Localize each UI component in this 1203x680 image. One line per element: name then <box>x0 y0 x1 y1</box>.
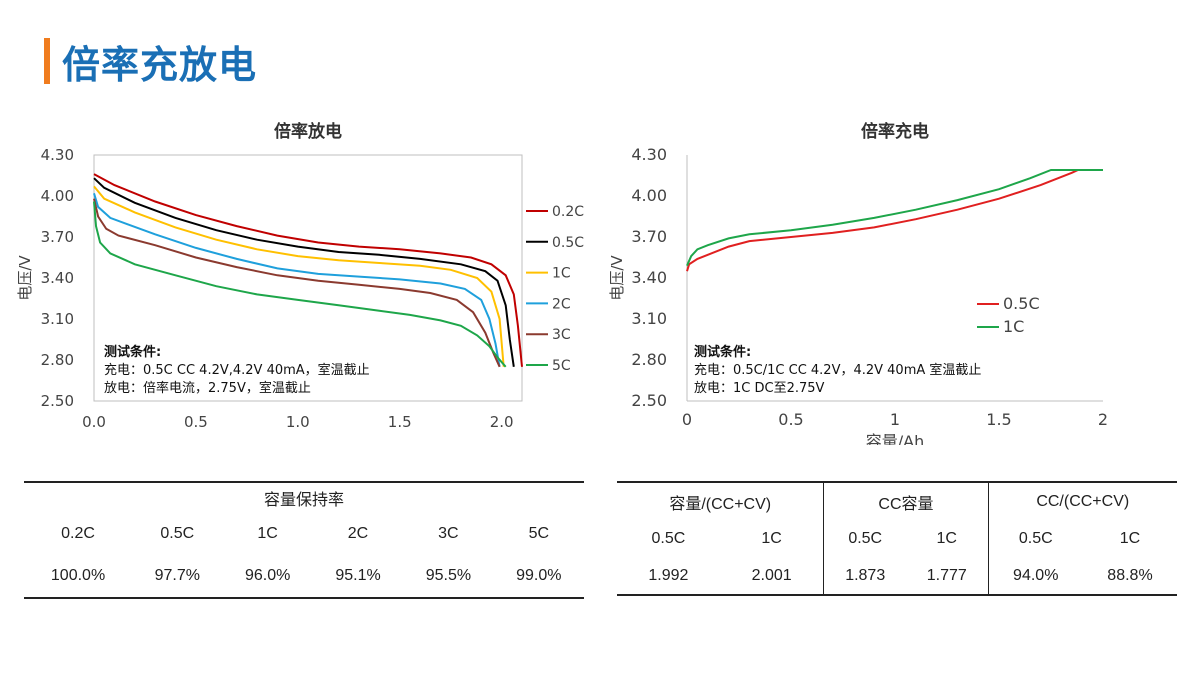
x-axis-label: 容量/Ah <box>866 432 924 445</box>
test-conditions-line: 充电：0.5C/1C CC 4.2V，4.2V 40mA 室温截止 <box>694 362 981 378</box>
title-accent-bar <box>44 38 50 84</box>
y-tick-label: 3.70 <box>631 227 667 246</box>
x-tick-label: 1.0 <box>286 413 310 431</box>
table-col-header: 0.5C <box>651 529 686 547</box>
plot-frame <box>93 154 523 402</box>
series-line-0.2C <box>93 173 523 367</box>
table-group-header: 容量/(CC+CV) <box>669 495 772 513</box>
test-conditions-heading: 测试条件: <box>104 344 161 360</box>
legend-label: 3C <box>552 327 571 343</box>
y-tick-label: 3.40 <box>41 269 74 287</box>
table-cell: 95.5% <box>425 567 472 584</box>
series-line-0.5C <box>93 177 515 367</box>
legend-label: 0.2C <box>552 204 584 220</box>
test-conditions-line: 充电：0.5C CC 4.2V,4.2V 40mA，室温截止 <box>104 362 370 378</box>
y-tick-label: 2.50 <box>41 392 74 410</box>
table-col-header: 1C <box>761 529 782 547</box>
y-tick-label: 4.00 <box>631 186 667 205</box>
charge-chart: 倍率充电 4.30 4.00 3.70 3.40 3.10 2.80 2.50 0 0.5 1 1.5… <box>608 121 1108 445</box>
table-col-header: 2C <box>347 525 369 542</box>
table-col-header: 5C <box>528 525 550 542</box>
test-conditions-line: 放电：倍率电流，2.75V，室温截止 <box>104 380 311 396</box>
legend-label: 0.5C <box>552 235 584 251</box>
table-cell: 1.873 <box>823 557 906 595</box>
legend-label: 1C <box>1003 317 1024 336</box>
table-col-header: 0.2C <box>61 525 95 542</box>
test-conditions-heading: 测试条件: <box>694 344 751 360</box>
x-tick-label: 1.5 <box>986 410 1011 429</box>
y-axis-label: 电压/V <box>608 255 626 301</box>
x-tick-label: 0.5 <box>778 410 803 429</box>
y-tick-label: 3.10 <box>41 310 74 328</box>
table-col-header: 1C <box>257 525 278 542</box>
legend-label: 5C <box>552 358 571 374</box>
y-tick-label: 4.30 <box>631 145 667 164</box>
y-tick-label: 2.80 <box>41 351 74 369</box>
test-conditions-line: 放电：1C DC至2.75V <box>694 381 825 396</box>
x-axis-label: 容量/Ah <box>279 444 337 445</box>
series-line-2C <box>93 193 501 367</box>
table-cell: 1.777 <box>926 566 967 584</box>
capacity-retention-table: 容量保持率 0.2C 0.5C 1C 2C 3C 5C 100.0% 97.7%… <box>24 481 584 599</box>
table-header: 容量保持率 <box>263 492 344 509</box>
legend-label: 1C <box>552 266 571 282</box>
table-col-header: 3C <box>438 525 459 542</box>
table-cell: 97.7% <box>154 567 200 584</box>
y-tick-label: 4.00 <box>41 187 74 205</box>
series-line-0.5C <box>686 169 1103 272</box>
table-col-header: 1C <box>1119 529 1141 547</box>
x-tick-label: 1 <box>890 410 900 429</box>
table-cell: 99.0% <box>516 567 562 584</box>
chart-title: 倍率放电 <box>274 121 342 142</box>
discharge-chart: 倍率放电 4.30 4.00 3.70 3.40 3.10 2.80 2.50 0.0 0.5 1.… <box>16 121 584 445</box>
table-group-header: CC/(CC+CV) <box>987 482 1177 520</box>
table-cell: 100.0% <box>50 567 106 584</box>
series-line-5C <box>93 201 507 368</box>
x-tick-label: 2.0 <box>490 413 514 431</box>
series-line-1C <box>686 169 1103 267</box>
legend-label: 2C <box>552 296 571 312</box>
chart-title: 倍率充电 <box>861 121 929 142</box>
y-tick-label: 4.30 <box>41 146 74 164</box>
x-tick-label: 2 <box>1098 410 1108 429</box>
table-cell: 96.0% <box>244 567 291 584</box>
table-cell: 88.8% <box>1107 566 1153 584</box>
legend-label: 0.5C <box>1003 294 1040 313</box>
x-tick-label: 0 <box>682 410 692 429</box>
x-tick-label: 0.5 <box>184 413 208 431</box>
table-col-header: 0.5C <box>160 525 195 542</box>
table-cell: 2.001 <box>751 566 792 584</box>
page-title: 倍率充放电 <box>62 43 258 87</box>
y-tick-label: 3.70 <box>41 228 74 246</box>
table-col-header: 1C <box>936 529 957 547</box>
table-cell: 94.0% <box>987 557 1083 595</box>
series-line-3C <box>93 198 501 368</box>
y-tick-label: 2.80 <box>631 350 667 369</box>
y-tick-label: 3.40 <box>631 268 667 287</box>
series-line-1C <box>93 185 505 367</box>
table-cell: 1.992 <box>648 566 689 584</box>
table-cell: 95.1% <box>335 567 381 584</box>
x-tick-label: 0.0 <box>82 413 106 431</box>
charge-capacity-table: 容量/(CC+CV) CC容量 CC/(CC+CV) 0.5C 1C 0.5C … <box>617 481 1177 596</box>
y-axis-label: 电压/V <box>16 255 34 301</box>
y-tick-label: 2.50 <box>631 391 667 410</box>
table-col-header: 0.5C <box>987 520 1083 557</box>
y-tick-label: 3.10 <box>631 309 667 328</box>
table-group-header: CC容量 <box>823 482 989 520</box>
table-col-header: 0.5C <box>823 520 906 557</box>
x-tick-label: 1.5 <box>388 413 412 431</box>
